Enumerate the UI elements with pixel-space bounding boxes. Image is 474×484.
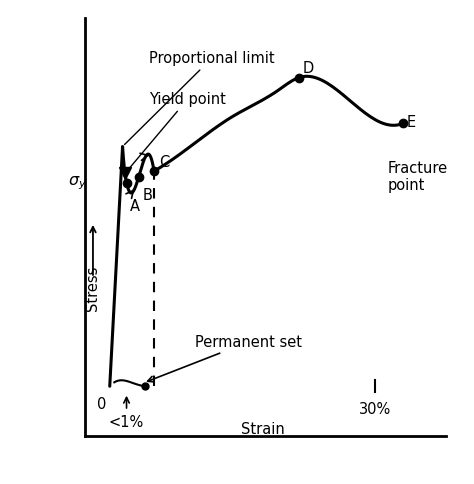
Text: <1%: <1% [109,414,144,429]
Text: D: D [303,61,314,76]
Text: E: E [407,115,416,130]
Text: Proportional limit: Proportional limit [125,51,275,145]
Text: Yield point: Yield point [127,92,226,172]
Text: $\sigma_y$: $\sigma_y$ [68,174,87,192]
Text: 30%: 30% [359,401,392,416]
Text: Fracture
point: Fracture point [388,160,447,193]
Text: Permanent set: Permanent set [147,335,302,382]
Text: C: C [160,155,170,170]
Text: A: A [130,199,140,214]
Text: Stress: Stress [85,265,100,311]
Text: Strain: Strain [240,421,284,436]
Text: B: B [143,187,153,202]
Text: 0: 0 [97,396,106,411]
